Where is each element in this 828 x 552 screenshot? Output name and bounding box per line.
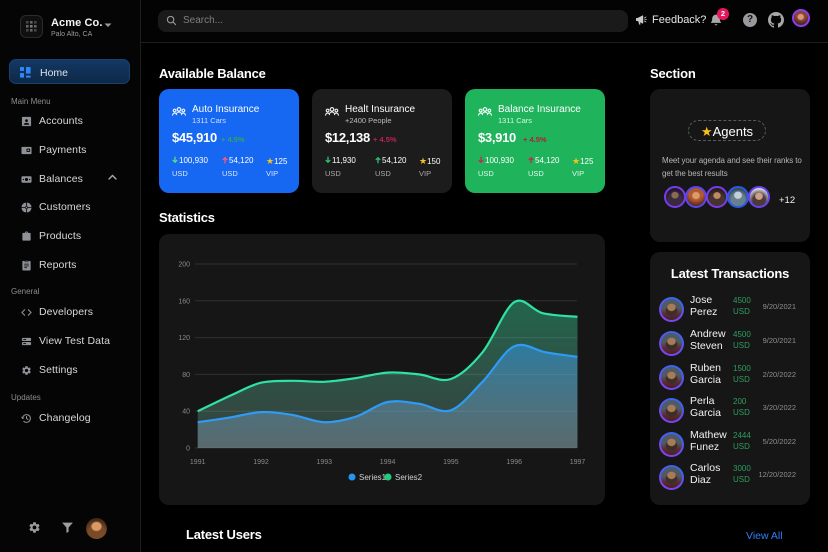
svg-text:Series2: Series2	[395, 473, 423, 482]
svg-text:120: 120	[178, 335, 190, 342]
svg-text:1993: 1993	[317, 459, 333, 466]
svg-text:Series1: Series1	[359, 473, 387, 482]
svg-text:1991: 1991	[190, 459, 206, 466]
svg-text:1996: 1996	[506, 459, 522, 466]
svg-text:160: 160	[178, 298, 190, 305]
svg-text:0: 0	[186, 446, 190, 453]
svg-text:1992: 1992	[253, 459, 269, 466]
svg-text:40: 40	[182, 409, 190, 416]
svg-text:80: 80	[182, 372, 190, 379]
svg-text:200: 200	[178, 262, 190, 269]
svg-text:1997: 1997	[570, 459, 586, 466]
svg-text:1994: 1994	[380, 459, 396, 466]
svg-text:1995: 1995	[443, 459, 459, 466]
